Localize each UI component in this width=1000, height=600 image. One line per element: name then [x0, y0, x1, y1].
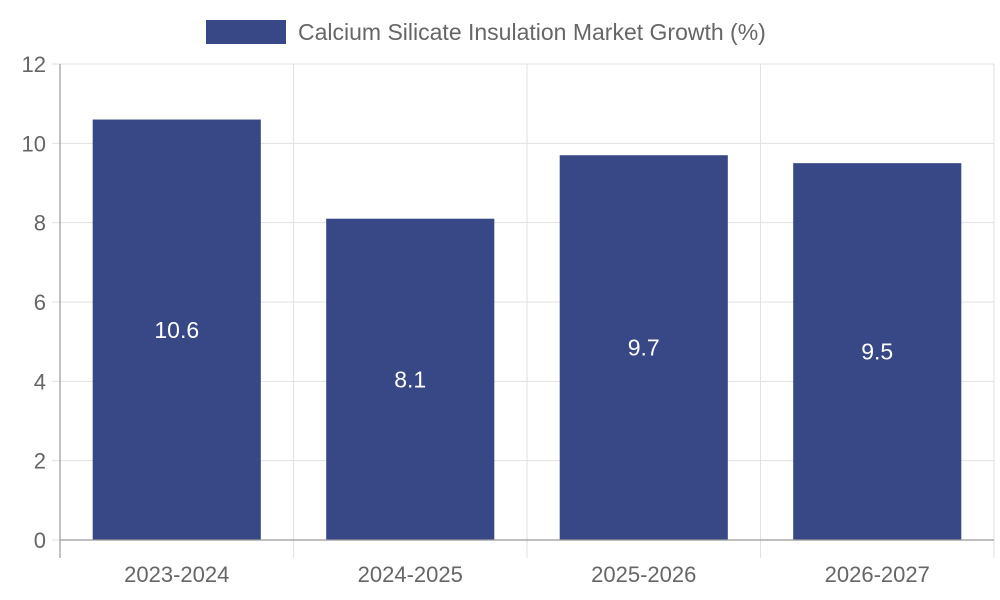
tick-labels: 0 2 4 6 8 10 12 2023-2024 2024-2025 2025-2026 2026…	[22, 52, 930, 587]
legend-label: Calcium Silicate Insulation Market Growt…	[298, 19, 766, 45]
x-tick-label: 2026-2027	[825, 562, 930, 587]
x-tick-label: 2024-2025	[358, 562, 463, 587]
y-tick-label: 12	[22, 52, 46, 77]
bars: 10.6 8.1 9.7 9.5	[92, 119, 962, 541]
y-tick-label: 4	[34, 369, 46, 394]
bar-value-label: 10.6	[154, 317, 199, 343]
y-tick-label: 8	[34, 211, 46, 236]
y-tick-label: 6	[34, 290, 46, 315]
y-tick-label: 10	[22, 131, 46, 156]
legend-swatch	[206, 20, 286, 44]
x-tick-label: 2025-2026	[591, 562, 696, 587]
x-tick-label: 2023-2024	[124, 562, 229, 587]
bar[interactable]	[326, 218, 495, 540]
y-tick-label: 2	[34, 449, 46, 474]
bar[interactable]	[559, 155, 728, 540]
y-tick-label: 0	[34, 528, 46, 553]
axes	[59, 64, 994, 558]
bar-value-label: 8.1	[394, 366, 426, 392]
legend[interactable]: Calcium Silicate Insulation Market Growt…	[206, 19, 766, 45]
bar-value-label: 9.7	[628, 335, 660, 361]
bar-value-label: 9.5	[861, 339, 893, 365]
bar[interactable]	[793, 163, 962, 540]
bar[interactable]	[92, 119, 261, 541]
